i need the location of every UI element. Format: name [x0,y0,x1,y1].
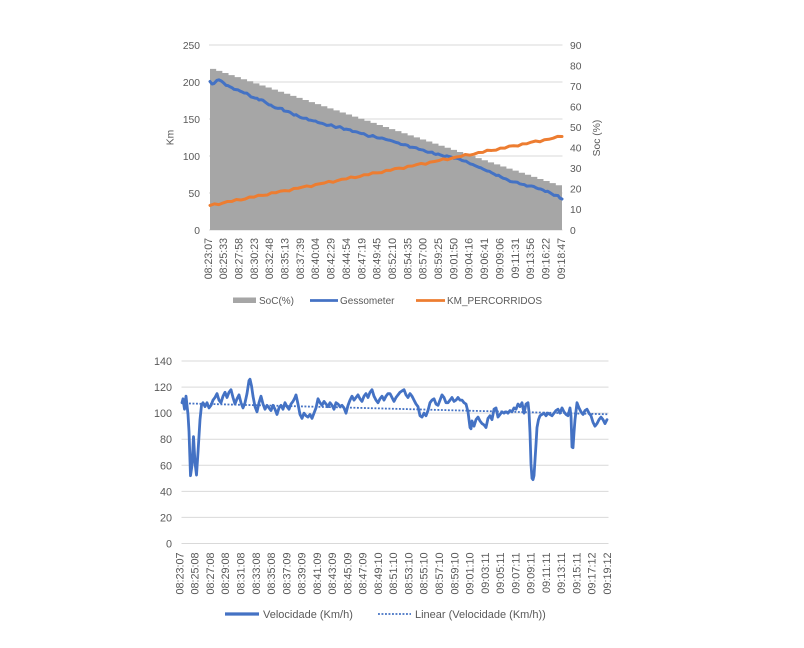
svg-text:08:43:09: 08:43:09 [327,553,339,595]
svg-text:08:42:29: 08:42:29 [326,238,338,279]
svg-text:08:45:09: 08:45:09 [342,553,354,595]
svg-text:50: 50 [570,123,582,134]
svg-text:08:29:08: 08:29:08 [220,553,232,595]
svg-text:08:57:10: 08:57:10 [434,553,446,595]
svg-text:08:59:10: 08:59:10 [449,553,461,595]
svg-text:140: 140 [154,356,172,368]
svg-text:Soc (%): Soc (%) [592,120,603,157]
svg-text:09:18:47: 09:18:47 [556,238,568,279]
svg-text:200: 200 [183,78,200,89]
svg-text:09:06:41: 09:06:41 [479,238,491,279]
svg-text:09:15:11: 09:15:11 [571,553,583,594]
svg-text:09:13:11: 09:13:11 [556,553,568,594]
svg-text:Km: Km [166,130,177,145]
svg-text:Velocidade (Km/h): Velocidade (Km/h) [263,609,353,621]
svg-text:09:16:22: 09:16:22 [540,238,552,279]
svg-text:08:31:08: 08:31:08 [235,553,247,595]
svg-text:08:41:09: 08:41:09 [312,553,324,595]
svg-text:08:59:25: 08:59:25 [433,238,445,279]
svg-text:70: 70 [570,82,582,93]
svg-text:0: 0 [166,539,172,551]
svg-text:Gessometer: Gessometer [340,296,395,307]
svg-text:100: 100 [183,152,200,163]
svg-text:08:37:09: 08:37:09 [281,553,293,595]
svg-text:08:37:39: 08:37:39 [295,238,307,279]
svg-text:08:54:35: 08:54:35 [402,238,414,279]
svg-text:08:30:23: 08:30:23 [249,238,261,279]
svg-text:08:49:45: 08:49:45 [372,238,384,279]
svg-text:09:11:11: 09:11:11 [541,553,553,593]
svg-text:08:35:13: 08:35:13 [280,238,292,279]
svg-text:08:40:04: 08:40:04 [310,238,322,279]
svg-text:08:35:08: 08:35:08 [266,553,278,595]
svg-text:08:27:58: 08:27:58 [234,238,246,279]
svg-text:100: 100 [154,408,172,420]
svg-text:20: 20 [570,185,582,196]
svg-text:08:23:07: 08:23:07 [203,238,215,279]
svg-text:10: 10 [570,205,582,216]
svg-text:09:11:31: 09:11:31 [510,238,522,279]
svg-text:09:05:11: 09:05:11 [495,553,507,594]
svg-text:08:44:54: 08:44:54 [341,238,353,279]
svg-text:0: 0 [194,226,200,237]
svg-text:KM_PERCORRIDOS: KM_PERCORRIDOS [447,296,542,307]
svg-text:150: 150 [183,115,200,126]
svg-text:08:52:10: 08:52:10 [387,238,399,279]
svg-text:09:17:12: 09:17:12 [587,553,599,595]
svg-text:08:55:10: 08:55:10 [419,553,431,595]
svg-text:80: 80 [570,61,582,72]
svg-text:08:33:08: 08:33:08 [251,553,263,595]
svg-text:30: 30 [570,164,582,175]
svg-text:120: 120 [154,382,172,394]
svg-text:40: 40 [160,486,172,498]
svg-text:09:09:11: 09:09:11 [526,553,538,594]
svg-text:08:47:09: 08:47:09 [358,553,370,595]
svg-text:09:03:11: 09:03:11 [480,553,492,594]
svg-text:08:47:19: 08:47:19 [356,238,368,279]
svg-text:09:09:06: 09:09:06 [494,238,506,279]
svg-text:SoC(%): SoC(%) [259,296,294,307]
svg-text:08:53:10: 08:53:10 [403,553,415,595]
svg-text:08:57:00: 08:57:00 [418,238,430,279]
svg-text:09:04:16: 09:04:16 [464,238,476,279]
svg-text:08:32:48: 08:32:48 [264,238,276,279]
svg-text:250: 250 [183,41,200,52]
svg-text:50: 50 [189,189,201,200]
svg-text:09:01:50: 09:01:50 [448,238,460,279]
svg-text:80: 80 [160,434,172,446]
svg-text:08:27:08: 08:27:08 [205,553,217,595]
svg-text:09:13:56: 09:13:56 [525,238,537,279]
svg-text:09:19:12: 09:19:12 [602,553,614,595]
svg-text:08:49:10: 08:49:10 [373,553,385,595]
svg-text:20: 20 [160,512,172,524]
svg-text:08:51:10: 08:51:10 [388,553,400,595]
svg-text:09:01:10: 09:01:10 [465,553,477,595]
svg-text:Linear (Velocidade (Km/h)): Linear (Velocidade (Km/h)) [415,609,546,621]
svg-text:09:07:11: 09:07:11 [510,553,522,594]
svg-text:90: 90 [570,41,582,52]
svg-text:08:25:33: 08:25:33 [218,238,230,279]
svg-text:0: 0 [570,226,576,237]
svg-text:08:25:08: 08:25:08 [190,553,202,595]
svg-text:08:23:07: 08:23:07 [174,553,186,595]
svg-text:60: 60 [160,460,172,472]
svg-text:40: 40 [570,144,582,155]
svg-text:08:39:09: 08:39:09 [297,553,309,595]
svg-text:60: 60 [570,102,582,113]
